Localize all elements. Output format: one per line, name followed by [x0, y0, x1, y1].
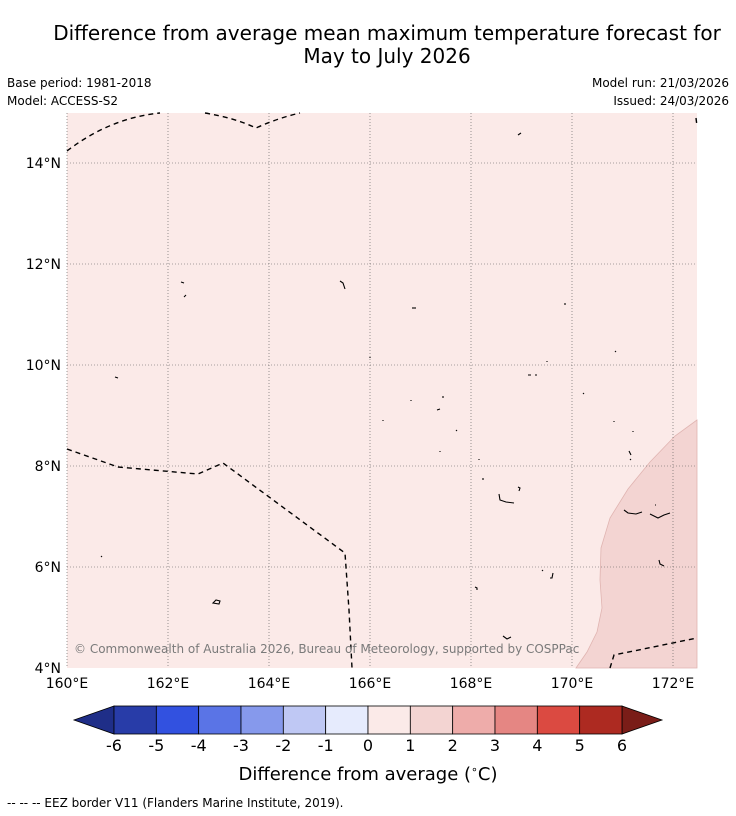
lon-tick-166e: 166°E [349, 676, 392, 692]
colorbar-tick-label: -1 [318, 736, 334, 755]
lon-tick-172e: 172°E [652, 676, 695, 692]
colorbar-under-arrow [72, 705, 115, 735]
eez-footnote: -- -- -- EEZ border V11 (Flanders Marine… [7, 796, 344, 810]
lon-tick-170e: 170°E [551, 676, 594, 692]
colorbar-tick-label: -4 [191, 736, 207, 755]
lat-tick-8n: 8°N [35, 459, 61, 475]
colorbar-tick-label: 6 [617, 736, 627, 755]
lat-tick-4n: 4°N [35, 661, 61, 677]
colorbar-segment [452, 705, 496, 735]
colorbar-tick-label: 3 [490, 736, 500, 755]
title-line-1: Difference from average mean maximum tem… [53, 21, 721, 45]
colorbar-tick-label: -5 [148, 736, 164, 755]
colorbar-segment [155, 705, 200, 735]
colorbar-segment [282, 705, 327, 735]
copyright-notice: © Commonwealth of Australia 2026, Bureau… [74, 642, 579, 656]
eez-border-northeast [695, 117, 698, 127]
lat-tick-6n: 6°N [35, 560, 61, 576]
map-title: Difference from average mean maximum tem… [0, 22, 736, 68]
lat-tick-12n: 12°N [26, 257, 61, 273]
model-name: Model: ACCESS-S2 [7, 94, 119, 108]
colorbar-tick-label: 4 [532, 736, 542, 755]
lon-tick-168e: 168°E [450, 676, 493, 692]
eez-border-west [66, 448, 353, 669]
colorbar-over-arrow [621, 705, 664, 735]
colorbar-segment [198, 705, 242, 735]
lat-tick-14n: 14°N [26, 156, 61, 172]
colorbar-segment [240, 705, 284, 735]
lon-tick-164e: 164°E [248, 676, 291, 692]
longitude-ticks: 160°E 162°E 164°E 166°E 168°E 170°E 172°… [46, 676, 695, 692]
colorbar-segment [409, 705, 454, 735]
eez-border-southeast [609, 637, 698, 669]
base-period: Base period: 1981-2018 [7, 76, 152, 90]
eez-borders [66, 112, 698, 669]
title-line-2: May to July 2026 [303, 44, 471, 68]
warm-anomaly-region [575, 419, 698, 669]
eez-border-north [66, 112, 161, 152]
gridlines [66, 113, 697, 668]
map-background [67, 113, 697, 668]
lon-tick-162e: 162°E [147, 676, 190, 692]
colorbar-tick-label: 5 [575, 736, 585, 755]
colorbar-segment [579, 705, 623, 735]
lon-tick-160e: 160°E [46, 676, 89, 692]
colorbar-tick-label: 0 [363, 736, 373, 755]
colorbar: -6 -5 -4 -3 -2 -1 0 1 2 3 4 5 6 [72, 705, 664, 755]
meta-right: Model run: 21/03/2026 Issued: 24/03/2026 [592, 74, 729, 110]
latitude-ticks: 14°N 12°N 10°N 8°N 6°N 4°N [26, 156, 61, 677]
lat-tick-10n: 10°N [26, 358, 61, 374]
colorbar-label-unit: ∘ [471, 763, 478, 776]
colorbar-label-end: C) [477, 764, 498, 785]
meta-left: Base period: 1981-2018 Model: ACCESS-S2 [7, 74, 152, 110]
colorbar-tick-label: -3 [233, 736, 249, 755]
colorbar-segment [494, 705, 538, 735]
colorbar-tick-label: -6 [106, 736, 122, 755]
colorbar-label-text: Difference from average ( [238, 764, 472, 785]
model-run: Model run: 21/03/2026 [591, 76, 729, 90]
colorbar-label: Difference from average (∘C) [0, 763, 736, 785]
colorbar-tick-label: -2 [275, 736, 291, 755]
colorbar-segment [367, 705, 411, 735]
colorbar-segment [536, 705, 581, 735]
colorbar-tick-label: 2 [448, 736, 458, 755]
colorbar-segment [325, 705, 369, 735]
island-outlines [100, 132, 671, 640]
colorbar-tick-label: 1 [405, 736, 415, 755]
colorbar-segment [113, 705, 157, 735]
issued-date: Issued: 24/03/2026 [613, 94, 729, 108]
